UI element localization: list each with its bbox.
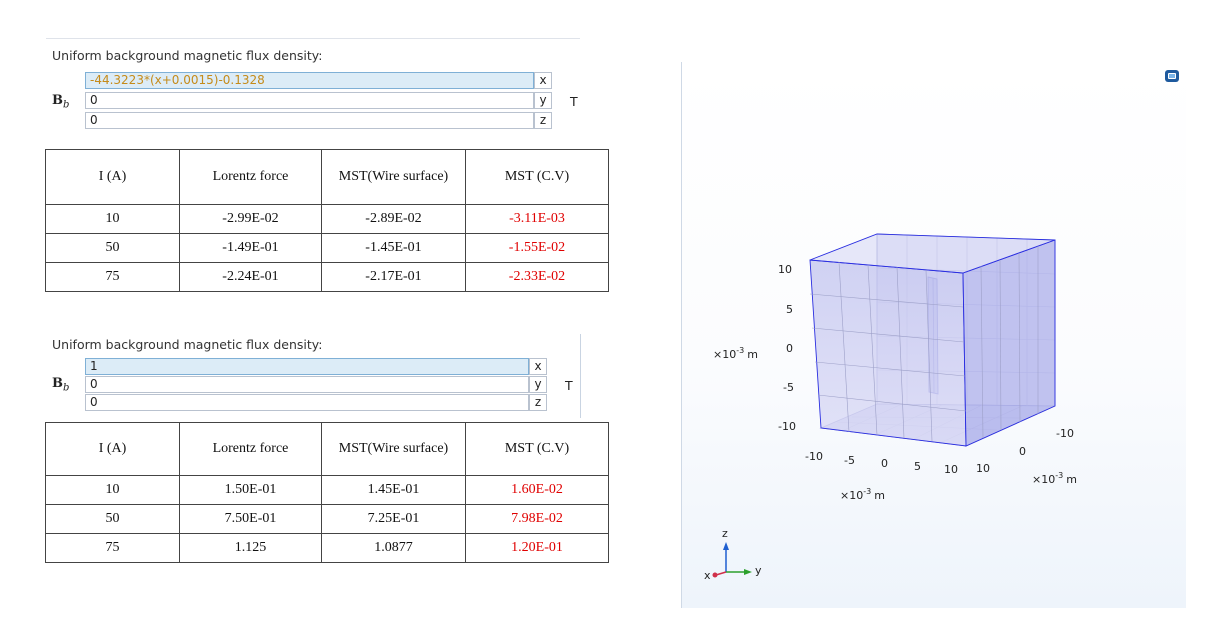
cell: -2.89E-02	[321, 204, 466, 234]
cell: 1.125	[179, 533, 322, 563]
y-axis: -10 0 10 ×10-3 m	[976, 427, 1077, 486]
by-input[interactable]: 0	[85, 92, 534, 109]
unit-label: T	[570, 94, 578, 109]
x-tick: 10	[944, 463, 958, 476]
y-component-label: y	[534, 92, 552, 109]
table-header-row: I (A) Lorentz force MST(Wire surface) MS…	[45, 422, 609, 476]
bz-input[interactable]: 0	[85, 112, 534, 129]
x-tick: 5	[914, 460, 921, 473]
cell: 7.25E-01	[321, 504, 466, 534]
z-tick: 10	[778, 263, 792, 276]
y-tick: 0	[1019, 445, 1026, 458]
triad-z-label: z	[722, 527, 728, 540]
panel-title: Uniform background magnetic flux density…	[52, 337, 323, 352]
x-tick: -5	[844, 454, 855, 467]
y-component-label: y	[529, 376, 547, 393]
x-tick: 0	[881, 457, 888, 470]
cube-left-face	[809, 259, 967, 447]
axis-triad: z x y	[704, 527, 762, 582]
triad-x-label: x	[704, 569, 711, 582]
cell: -1.55E-02	[465, 233, 609, 263]
cell: 1.45E-01	[321, 475, 466, 505]
cell: -2.17E-01	[321, 262, 466, 292]
table-header-row: I (A) Lorentz force MST(Wire surface) MS…	[45, 149, 609, 205]
bz-input[interactable]: 0	[85, 394, 529, 411]
x-component-label: x	[534, 72, 552, 89]
y-tick: 10	[976, 462, 990, 475]
table-row: 75 1.125 1.0877 1.20E-01	[45, 533, 609, 563]
cell: 1.50E-01	[179, 475, 322, 505]
geometry-view[interactable]: 10 5 0 -5 -10 ×10-3 m -10 -5 0 5 10 ×10-3…	[682, 62, 1186, 608]
header-lorentz: Lorentz force	[179, 422, 322, 476]
header-current: I (A)	[45, 149, 180, 205]
cell: 75	[45, 262, 180, 292]
graphics-window[interactable]: 10 5 0 -5 -10 ×10-3 m -10 -5 0 5 10 ×10-3…	[681, 62, 1186, 608]
results-table-1: I (A) Lorentz force MST(Wire surface) MS…	[45, 149, 609, 292]
x-axis: -10 -5 0 5 10 ×10-3 m	[805, 450, 958, 502]
x-component-label: x	[529, 358, 547, 375]
table-row: 75 -2.24E-01 -2.17E-01 -2.33E-02	[45, 262, 609, 292]
cube-top-face	[809, 233, 1056, 274]
table-row: 50 7.50E-01 7.25E-01 7.98E-02	[45, 504, 609, 534]
z-unit-label: ×10-3 m	[713, 346, 758, 361]
cell: -3.11E-03	[465, 204, 609, 234]
cell: 75	[45, 533, 180, 563]
header-mst-cv: MST (C.V)	[465, 422, 609, 476]
z-tick: -5	[783, 381, 794, 394]
flux-density-panel-2: Uniform background magnetic flux density…	[46, 334, 581, 418]
cell: 1.0877	[321, 533, 466, 563]
y-unit-label: ×10-3 m	[1032, 471, 1077, 486]
z-axis: 10 5 0 -5 -10 ×10-3 m	[713, 263, 796, 433]
results-table-2: I (A) Lorentz force MST(Wire surface) MS…	[45, 422, 609, 563]
cell: 50	[45, 233, 180, 263]
cell: -2.24E-01	[179, 262, 322, 292]
cell: 10	[45, 475, 180, 505]
flux-density-panel-1: Uniform background magnetic flux density…	[46, 38, 580, 147]
table-row: 50 -1.49E-01 -1.45E-01 -1.55E-02	[45, 233, 609, 263]
x-unit-label: ×10-3 m	[840, 487, 885, 502]
table-row: 10 -2.99E-02 -2.89E-02 -3.11E-03	[45, 204, 609, 234]
x-tick: -10	[805, 450, 823, 463]
table-row: 10 1.50E-01 1.45E-01 1.60E-02	[45, 475, 609, 505]
by-input[interactable]: 0	[85, 376, 529, 393]
cell: 1.60E-02	[465, 475, 609, 505]
cell: -2.33E-02	[465, 262, 609, 292]
bx-input[interactable]: -44.3223*(x+0.0015)-0.1328	[85, 72, 534, 89]
y-tick: -10	[1056, 427, 1074, 440]
header-lorentz: Lorentz force	[179, 149, 322, 205]
header-mst-cv: MST (C.V)	[465, 149, 609, 205]
cell: 10	[45, 204, 180, 234]
z-tick: 5	[786, 303, 793, 316]
cell: 50	[45, 504, 180, 534]
view-icon[interactable]	[1165, 70, 1179, 82]
panel-title: Uniform background magnetic flux density…	[52, 48, 323, 63]
unit-label: T	[565, 378, 573, 393]
cell: -1.49E-01	[179, 233, 322, 263]
cell: -2.99E-02	[179, 204, 322, 234]
z-component-label: z	[529, 394, 547, 411]
cell: 7.50E-01	[179, 504, 322, 534]
cell: 7.98E-02	[465, 504, 609, 534]
triad-y-label: y	[755, 564, 762, 577]
cell: 1.20E-01	[465, 533, 609, 563]
front-grid-lines	[809, 246, 1039, 442]
bx-input[interactable]: 1	[85, 358, 529, 375]
cube-right-face	[962, 239, 1056, 447]
header-mst-wire: MST(Wire surface)	[321, 149, 466, 205]
header-current: I (A)	[45, 422, 180, 476]
z-tick: -10	[778, 420, 796, 433]
header-mst-wire: MST(Wire surface)	[321, 422, 466, 476]
z-tick: 0	[786, 342, 793, 355]
b-label: Bb	[52, 93, 70, 111]
z-component-label: z	[534, 112, 552, 129]
b-label: Bb	[52, 376, 70, 394]
cell: -1.45E-01	[321, 233, 466, 263]
